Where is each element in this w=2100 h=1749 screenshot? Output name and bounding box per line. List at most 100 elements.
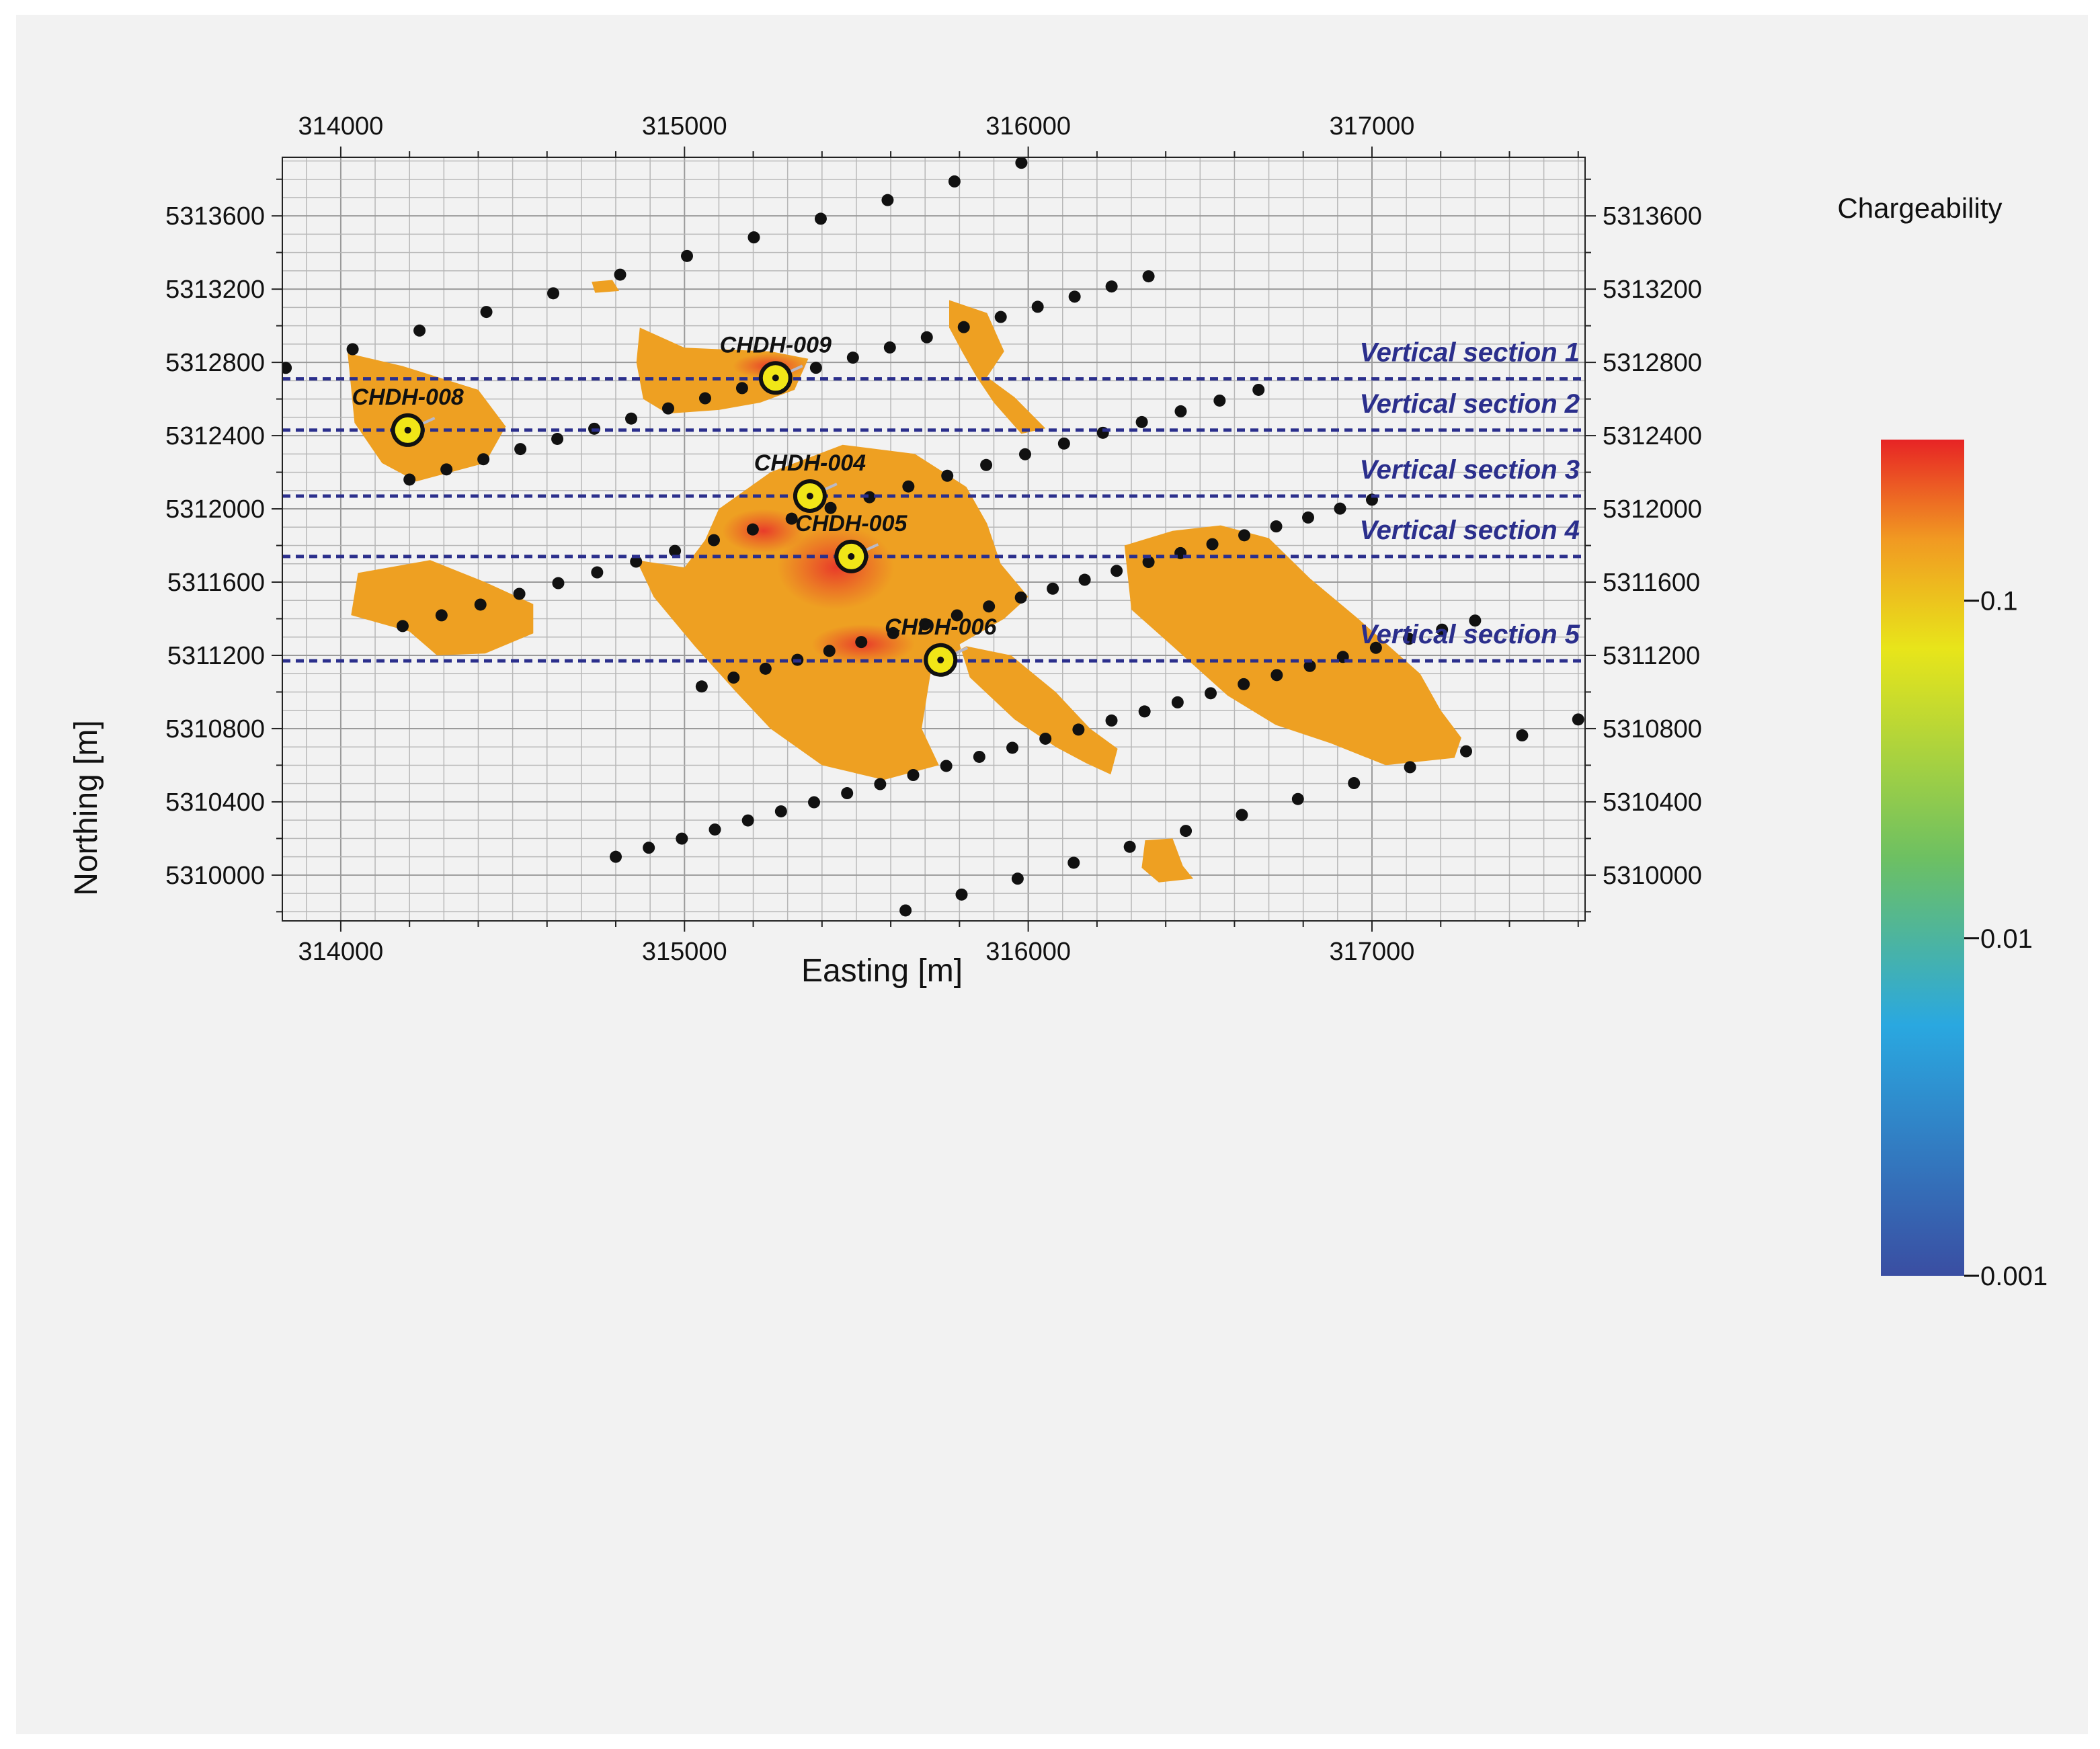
survey-point [973, 750, 985, 763]
survey-point [551, 432, 564, 445]
survey-point [846, 352, 859, 364]
x-axis-title: Easting [m] [801, 953, 963, 989]
survey-point [741, 814, 754, 827]
survey-point [1469, 614, 1482, 627]
drill-hole-collar [937, 656, 944, 663]
vertical-section-label: Vertical section 2 [1359, 389, 1580, 419]
survey-point [748, 231, 760, 244]
survey-point [1572, 713, 1584, 726]
survey-point [874, 778, 887, 790]
survey-point [1039, 732, 1052, 745]
survey-point [1068, 290, 1081, 303]
survey-point [1135, 415, 1148, 428]
anomaly-body [348, 353, 506, 482]
survey-point [547, 287, 560, 300]
colorbar-ticks: 0.1 0.01 0.001 [1964, 587, 2048, 1291]
survey-point [1011, 872, 1024, 885]
survey-point [1067, 856, 1080, 869]
survey-point [709, 823, 721, 836]
survey-point [1110, 565, 1123, 577]
survey-point [1303, 659, 1316, 672]
survey-point [1270, 520, 1283, 533]
survey-point [1302, 511, 1315, 524]
y-tick-label-left: 5312000 [165, 495, 265, 524]
y-tick-label-left: 5311200 [167, 642, 265, 670]
survey-point [480, 306, 493, 319]
survey-point [1369, 641, 1382, 654]
x-tick-label-bottom: 315000 [642, 938, 727, 966]
survey-point [1348, 777, 1361, 790]
y-tick-label-right: 5310400 [1603, 788, 1702, 817]
survey-point [785, 512, 798, 525]
survey-point [994, 311, 1007, 323]
survey-point [1213, 394, 1226, 407]
x-tick-label-bottom: 314000 [298, 938, 384, 966]
survey-point [1072, 723, 1085, 736]
survey-point [883, 341, 896, 354]
survey-point [1078, 573, 1091, 586]
survey-point [698, 392, 711, 405]
drill-hole-collar [404, 426, 411, 434]
y-tick-label-right: 5311200 [1603, 642, 1700, 670]
survey-point [823, 645, 836, 657]
y-tick-label-left: 5312800 [165, 349, 265, 377]
survey-point [680, 249, 693, 262]
survey-point [920, 331, 933, 343]
x-tick-label-bottom: 317000 [1330, 938, 1415, 966]
anomaly-body [351, 560, 534, 655]
colorbar-tick-label: 0.001 [1980, 1262, 2048, 1291]
survey-point [1180, 825, 1193, 838]
survey-point [846, 920, 852, 921]
figure-panel: Vertical section 1 Vertical section 2 Vert… [16, 15, 2088, 1734]
vertical-section-label: Vertical section 3 [1359, 455, 1580, 485]
survey-point [841, 787, 854, 800]
y-tick-label-right: 5310800 [1603, 715, 1702, 743]
survey-point [1404, 761, 1416, 774]
survey-point [1057, 437, 1070, 450]
y-tick-label-left: 5310000 [165, 862, 265, 890]
survey-point [955, 888, 968, 901]
survey-point [1174, 405, 1187, 417]
survey-point [746, 523, 759, 536]
survey-point [1334, 502, 1346, 515]
colorbar-ramp [1881, 440, 1964, 1276]
survey-point [1138, 705, 1151, 718]
anomaly-body [1141, 838, 1194, 883]
drill-hole-label: CHDH-005 [795, 511, 907, 536]
anomaly-body [1124, 525, 1461, 766]
survey-point [552, 577, 565, 589]
survey-point [855, 636, 868, 649]
drill-hole-collar [848, 553, 855, 560]
axes: 314000 314000 315000 315000 316000 316000 3170… [165, 112, 1702, 966]
survey-point [881, 194, 894, 206]
anomaly-body [592, 280, 620, 293]
drill-hole-collar [806, 492, 813, 499]
survey-point [695, 680, 708, 693]
survey-point [809, 362, 822, 374]
survey-point [1206, 538, 1219, 551]
survey-point [899, 904, 912, 917]
survey-point [808, 796, 821, 809]
y-tick-label-right: 5311600 [1603, 569, 1700, 597]
x-tick-label-top: 317000 [1330, 112, 1415, 140]
x-tick-label-top: 314000 [298, 112, 384, 140]
survey-point [948, 175, 961, 188]
y-tick-label-right: 5312800 [1603, 349, 1702, 377]
survey-point [1459, 745, 1472, 758]
survey-point [759, 662, 772, 675]
colorbar-tick-label: 0.1 [1980, 587, 2018, 616]
colorbar: Chargeability 0.1 0.01 0.001 [1837, 192, 2048, 1291]
survey-point [474, 598, 487, 611]
survey-point [887, 626, 899, 639]
survey-point [1252, 383, 1265, 396]
y-tick-label-left: 5311600 [167, 569, 265, 597]
survey-point [735, 382, 748, 395]
drill-holes-layer: CHDH-009 CHDH-008 CHDH-004 CHDH-005 CHDH-006 [352, 332, 997, 677]
survey-point [1123, 840, 1136, 853]
chargeability-map: Vertical section 1 Vertical section 2 Vert… [69, 112, 2048, 1291]
survey-point [396, 620, 409, 633]
x-tick-label-top: 315000 [642, 112, 727, 140]
survey-point [1403, 633, 1416, 645]
drill-hole-label: CHDH-008 [352, 384, 464, 410]
survey-point [1238, 678, 1250, 690]
